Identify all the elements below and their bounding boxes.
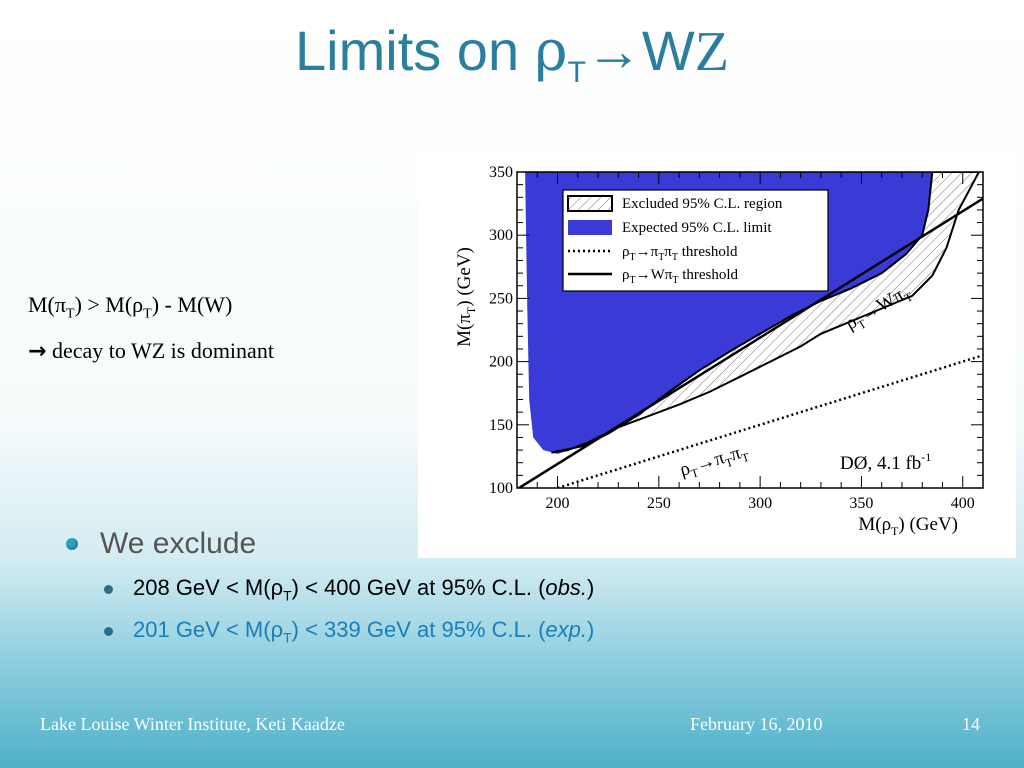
x-tick-label: 350 — [849, 495, 873, 512]
sub-bullet-dot-icon — [104, 584, 113, 594]
relation-sub: T — [143, 306, 152, 322]
title-subscript: T — [567, 56, 586, 90]
bullet-dot-icon — [66, 538, 78, 550]
relation-text: ) - M(W) — [151, 292, 233, 317]
right-arrow-icon: → — [28, 339, 47, 364]
x-tick-label: 400 — [951, 495, 975, 512]
bullet-expected-limit: 201 GeV < M(ρT) < 339 GeV at 95% C.L. (e… — [104, 617, 595, 646]
mass-relation: M(πT) > M(ρT) - M(W) → decay to WZ is do… — [28, 292, 274, 384]
experiment-label: DØ, 4.1 fb-1 — [840, 450, 931, 474]
exclusion-results: We exclude 208 GeV < M(ρT) < 400 GeV at … — [66, 527, 594, 646]
legend-swatch-expected — [568, 220, 612, 235]
relation-text: ) > M(ρ — [74, 292, 144, 317]
title-text: Limits on — [295, 19, 535, 82]
rho-to-pipi-threshold-line — [557, 354, 983, 488]
y-tick-label: 250 — [489, 290, 513, 307]
footer-date: February 16, 2010 — [690, 714, 823, 734]
title-rho-symbol: ρ — [534, 19, 568, 84]
axis-ticks — [517, 171, 983, 488]
relation-sub: T — [66, 306, 75, 322]
x-tick-label: 250 — [647, 495, 671, 512]
y-tick-labels: 100 150 200 250 300 350 — [489, 164, 513, 497]
slide-title: Limits on ρT→WZ — [0, 18, 1024, 90]
x-axis-label: M(ρT) (GeV) — [858, 514, 958, 538]
bullet-text: We exclude — [100, 527, 257, 560]
y-axis-label: M(πT) (GeV) — [454, 247, 478, 347]
y-tick-label: 150 — [489, 417, 513, 434]
footer-conference: Lake Louise Winter Institute, Keti Kaadz… — [40, 714, 345, 734]
y-tick-label: 100 — [489, 480, 513, 497]
title-z: Z — [694, 21, 729, 83]
exclusion-plot: 200 250 300 350 400 100 150 200 250 300 350 M(ρT)… — [418, 152, 1016, 558]
relation-text: decay to WZ is dominant — [46, 338, 274, 363]
rho-to-wpi-threshold-line — [517, 197, 983, 488]
legend-label-expected: Expected 95% C.L. limit — [622, 220, 772, 236]
bullet-we-exclude: We exclude — [66, 527, 594, 561]
plot-svg: 200 250 300 350 400 100 150 200 250 300 350 M(ρT)… — [454, 164, 984, 538]
y-tick-label: 350 — [489, 164, 513, 181]
observed-limit-text: 208 GeV < M(ρT) < 400 GeV at 95% C.L. (o… — [133, 575, 595, 604]
relation-text: M(π — [28, 292, 66, 317]
annotation-rho-to-pipi: ρT→πTπT — [677, 440, 751, 484]
sub-bullet-dot-icon — [104, 627, 113, 637]
x-tick-label: 300 — [748, 495, 772, 512]
y-tick-label: 200 — [489, 354, 513, 371]
plot-frame — [516, 171, 984, 489]
bullet-observed-limit: 208 GeV < M(ρT) < 400 GeV at 95% C.L. (o… — [104, 575, 594, 603]
relation-line-1: M(πT) > M(ρT) - M(W) — [28, 292, 274, 338]
legend-label-pipi: ρT→πTπT threshold — [622, 244, 738, 263]
footer-page-number: 14 — [962, 714, 980, 734]
title-arrow-w: →W — [585, 19, 695, 82]
x-tick-labels: 200 250 300 350 400 — [546, 495, 975, 512]
legend: Excluded 95% C.L. region Expected 95% C.… — [562, 189, 829, 292]
legend-swatch-excluded — [567, 195, 613, 212]
legend-label-wpi: ρT→WπT threshold — [622, 267, 739, 286]
x-tick-label: 200 — [546, 495, 570, 512]
relation-line-2: → decay to WZ is dominant — [28, 338, 274, 384]
y-tick-label: 300 — [489, 227, 513, 244]
excluded-region — [551, 172, 981, 454]
expected-limit-text: 201 GeV < M(ρT) < 339 GeV at 95% C.L. (e… — [133, 617, 595, 646]
legend-label-excluded: Excluded 95% C.L. region — [622, 196, 783, 212]
